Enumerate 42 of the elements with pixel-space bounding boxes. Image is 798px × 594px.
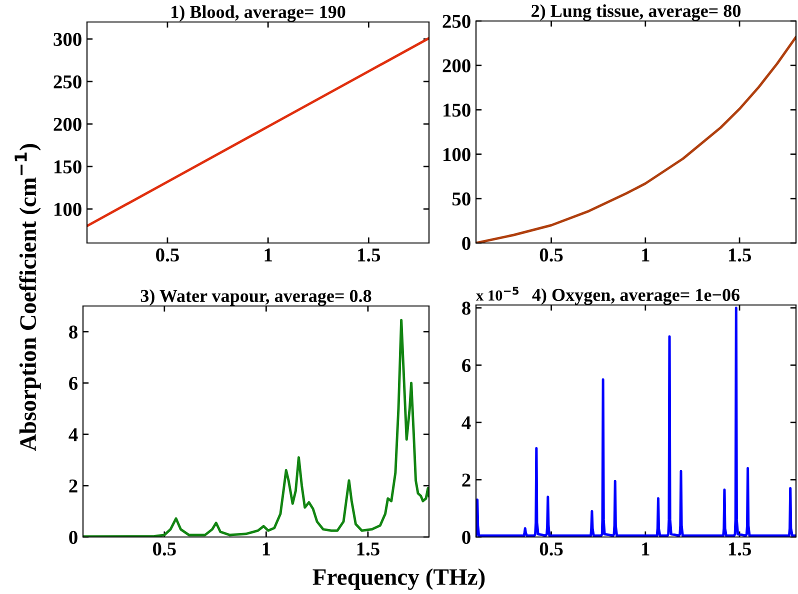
- y-tick-label: 50: [452, 192, 470, 206]
- y-tick-label: 250: [442, 14, 470, 28]
- y-tick-label: 8: [69, 325, 78, 339]
- line-series: [87, 36, 429, 228]
- x-axis-title: Frequency (THz): [312, 568, 485, 590]
- x-tick-label: 0.5: [540, 542, 563, 556]
- y-tick-label: 200: [54, 118, 82, 131]
- y-tick-label: 6: [462, 359, 471, 372]
- x-tick-label: 1.5: [357, 542, 380, 556]
- x-tick-label: 0.5: [156, 248, 179, 262]
- y-tick-label: 6: [69, 376, 78, 390]
- chart-title: 2) Lung tissue, average= 80: [532, 4, 741, 21]
- x-tick-label: 1: [264, 248, 272, 262]
- x-tick-label: 1: [642, 542, 650, 556]
- line-series: [476, 306, 796, 537]
- y-tick-label: 150: [444, 104, 470, 117]
- y-tick-label: 8: [462, 302, 470, 315]
- x-tick-label: 0.5: [540, 248, 563, 262]
- y-tick-label: 200: [442, 59, 470, 72]
- y-tick-label: 300: [54, 32, 82, 46]
- text: x 10$^{−5}$: [476, 286, 519, 301]
- y-tick-label: 250: [54, 75, 82, 88]
- y-tick-label: 0: [69, 530, 78, 544]
- x-tick-label: 1.5: [358, 248, 380, 262]
- y-tick-label: 4: [462, 416, 471, 430]
- y-tick-label: 2: [69, 480, 78, 492]
- y-tick-label: 100: [54, 202, 82, 216]
- x-tick-label: 1.5: [728, 248, 751, 262]
- chart-title: 4) Oxygen, average= 1e−06: [532, 288, 740, 305]
- y-tick-label: 2: [462, 474, 470, 486]
- y-tick-label: 0: [462, 530, 470, 544]
- x-tick-label: 1: [642, 248, 650, 262]
- y-tick-label: 4: [68, 428, 78, 442]
- chart-title: 1) Blood, average= 190: [172, 5, 346, 22]
- y-axis-title: Absorption Coefficient (cm$^{−1}$): [14, 144, 41, 451]
- y-tick-label: 150: [54, 160, 82, 174]
- x-tick-label: 1: [262, 542, 270, 556]
- y-tick-label: 0: [462, 236, 470, 250]
- chart-title: 3) Water vapour, average= 0.8: [140, 289, 372, 306]
- x-tick-label: 0.5: [153, 542, 176, 556]
- x-tick-label: 1.5: [728, 542, 751, 556]
- y-tick-label: 100: [444, 148, 470, 162]
